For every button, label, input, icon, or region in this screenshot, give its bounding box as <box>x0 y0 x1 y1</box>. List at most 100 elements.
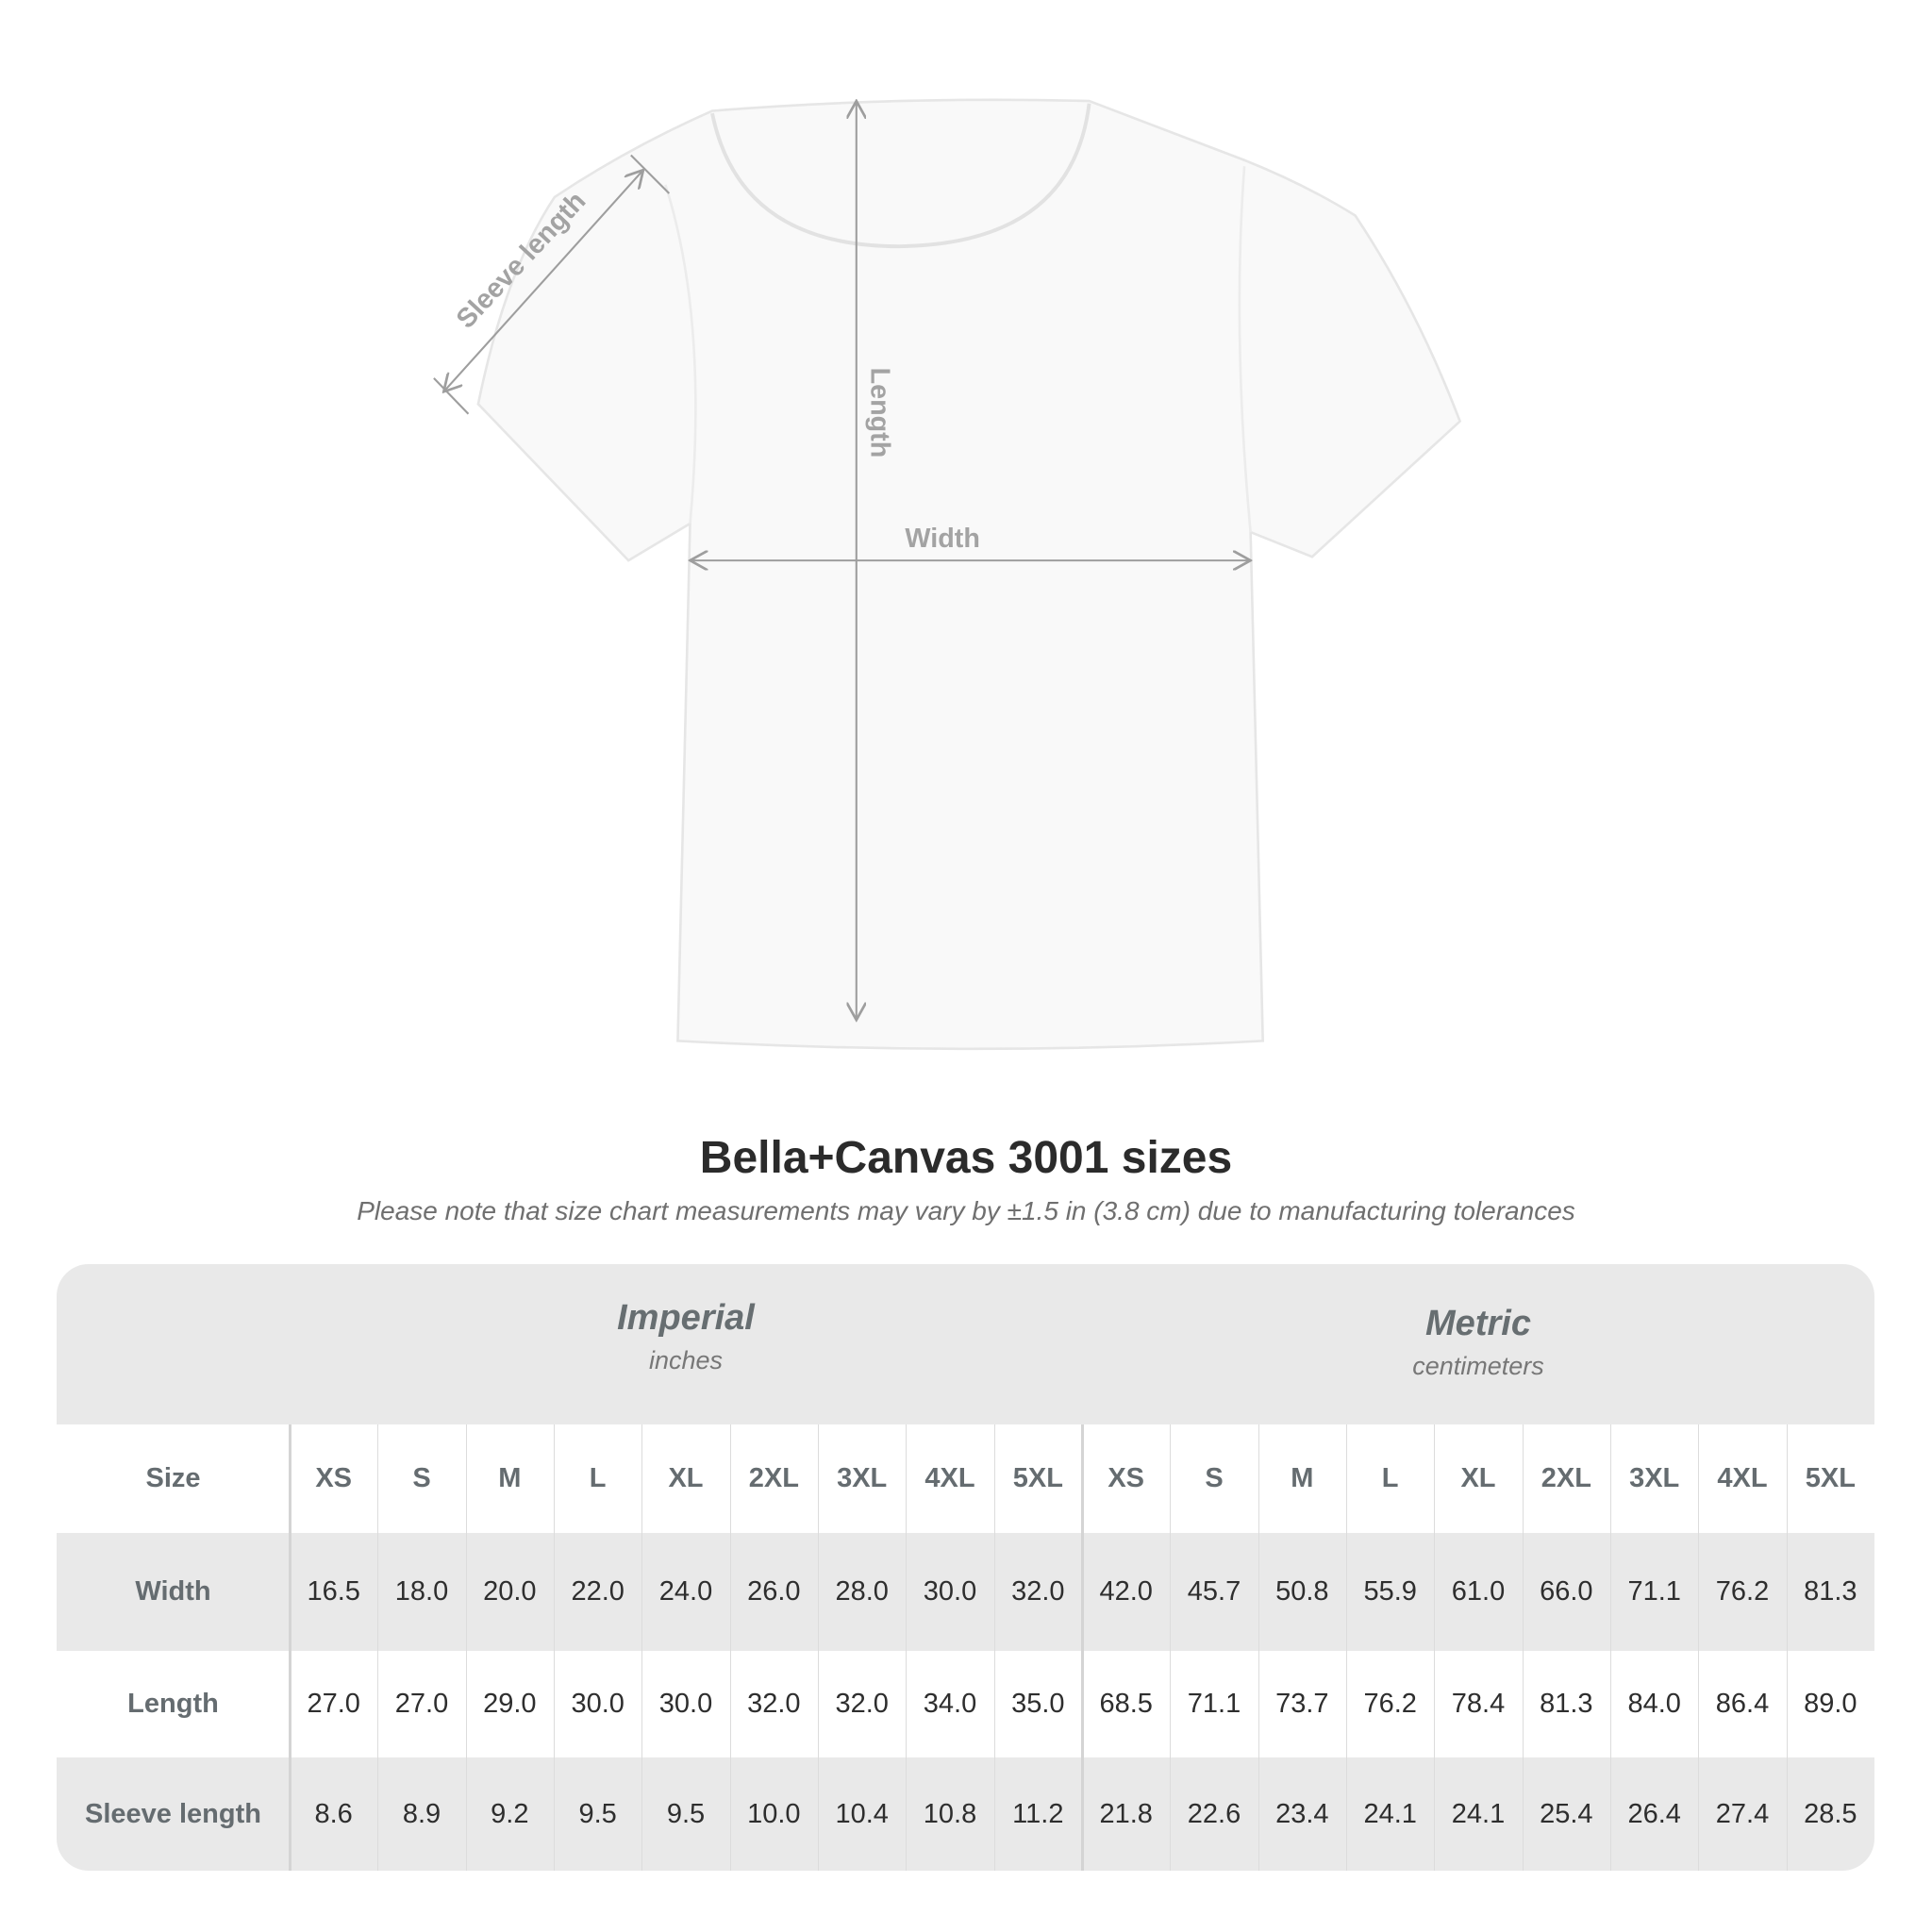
size-header-imperial: S <box>412 1463 431 1493</box>
size-header-label: Size <box>145 1463 201 1493</box>
sleeve-seam-left <box>664 184 697 525</box>
size-header-imperial: 2XL <box>748 1463 799 1493</box>
row-label: Length <box>127 1689 219 1719</box>
sleeve-tick-bottom <box>433 377 470 415</box>
imperial-value-cell: 9.5 <box>578 1798 617 1829</box>
imperial-value-cell: 32.0 <box>1011 1576 1065 1607</box>
column-divider <box>641 1424 643 1871</box>
metric-value-cell: 71.1 <box>1187 1689 1241 1719</box>
sleeve-tick-top <box>630 154 671 194</box>
metric-value-cell: 61.0 <box>1451 1576 1506 1607</box>
imperial-title: Imperial <box>617 1298 755 1338</box>
size-header-metric: M <box>1291 1463 1314 1493</box>
metric-value-cell: 28.5 <box>1804 1798 1857 1829</box>
metric-unit: centimeters <box>1412 1352 1544 1380</box>
column-divider <box>993 1424 995 1871</box>
imperial-unit: inches <box>648 1346 724 1374</box>
imperial-value-cell: 30.0 <box>658 1689 713 1719</box>
size-header-metric: 2XL <box>1541 1463 1591 1493</box>
imperial-value-cell: 10.0 <box>747 1798 801 1829</box>
size-header-metric: L <box>1381 1463 1399 1493</box>
size-header-imperial: XS <box>315 1463 352 1493</box>
imperial-value-cell: 24.0 <box>658 1576 713 1607</box>
metric-value-cell: 23.4 <box>1275 1798 1329 1829</box>
tshirt-shape <box>476 98 1462 1051</box>
column-divider <box>1698 1424 1700 1871</box>
imperial-value-cell: 32.0 <box>747 1689 801 1719</box>
column-divider <box>729 1424 731 1871</box>
imperial-value-cell: 9.5 <box>666 1798 706 1829</box>
imperial-value-cell: 10.4 <box>835 1798 889 1829</box>
metric-value-cell: 76.2 <box>1715 1576 1770 1607</box>
imperial-value-cell: 8.6 <box>314 1798 353 1829</box>
tolerance-note: Please note that size chart measurements… <box>357 1196 1575 1225</box>
metric-value-cell: 55.9 <box>1363 1576 1417 1607</box>
column-divider <box>1786 1424 1788 1871</box>
row-band-width <box>57 1533 1874 1651</box>
column-divider <box>1346 1424 1347 1871</box>
imperial-value-cell: 30.0 <box>571 1689 625 1719</box>
size-header-metric: 4XL <box>1717 1463 1768 1493</box>
size-header-metric: XL <box>1460 1463 1496 1493</box>
row-label: Sleeve length <box>85 1798 261 1829</box>
metric-value-cell: 21.8 <box>1099 1798 1153 1829</box>
size-header-metric: 5XL <box>1805 1463 1856 1493</box>
size-header-metric: 3XL <box>1629 1463 1680 1493</box>
size-header-imperial: 4XL <box>924 1463 975 1493</box>
metric-value-cell: 76.2 <box>1363 1689 1417 1719</box>
imperial-value-cell: 20.0 <box>483 1576 537 1607</box>
metric-value-cell: 50.8 <box>1275 1576 1329 1607</box>
imperial-value-cell: 34.0 <box>923 1689 977 1719</box>
imperial-value-cell: 11.2 <box>1012 1798 1064 1829</box>
metric-value-cell: 66.0 <box>1540 1576 1593 1607</box>
metric-value-cell: 27.4 <box>1715 1798 1770 1829</box>
column-divider <box>1170 1424 1172 1871</box>
length-label: Length <box>864 368 894 458</box>
column-divider <box>1081 1424 1084 1871</box>
imperial-value-cell: 26.0 <box>747 1576 801 1607</box>
size-header-metric: XS <box>1108 1463 1144 1493</box>
size-header-imperial: 5XL <box>1012 1463 1063 1493</box>
metric-value-cell: 24.1 <box>1363 1798 1417 1829</box>
size-header-imperial: M <box>498 1463 522 1493</box>
column-divider <box>289 1424 291 1871</box>
column-divider <box>465 1424 467 1871</box>
imperial-value-cell: 28.0 <box>835 1576 889 1607</box>
column-divider <box>906 1424 908 1871</box>
imperial-value-cell: 8.9 <box>402 1798 441 1829</box>
imperial-value-cell: 29.0 <box>483 1689 537 1719</box>
size-header-metric: S <box>1205 1463 1224 1493</box>
imperial-value-cell: 18.0 <box>394 1576 449 1607</box>
imperial-value-cell: 16.5 <box>307 1576 360 1607</box>
column-divider <box>1257 1424 1259 1871</box>
width-label: Width <box>905 524 979 554</box>
column-divider <box>1434 1424 1436 1871</box>
imperial-value-cell: 32.0 <box>835 1689 889 1719</box>
metric-value-cell: 45.7 <box>1187 1576 1241 1607</box>
metric-value-cell: 86.4 <box>1715 1689 1770 1719</box>
metric-value-cell: 25.4 <box>1540 1798 1593 1829</box>
column-divider <box>1522 1424 1524 1871</box>
sleeve-seam-right <box>1238 166 1252 533</box>
metric-value-cell: 68.5 <box>1099 1689 1153 1719</box>
metric-value-cell: 81.3 <box>1804 1576 1857 1607</box>
metric-value-cell: 73.7 <box>1275 1689 1329 1719</box>
row-label: Width <box>135 1576 211 1607</box>
size-header-imperial: L <box>589 1463 607 1493</box>
imperial-value-cell: 27.0 <box>394 1689 449 1719</box>
metric-value-cell: 78.4 <box>1451 1689 1506 1719</box>
size-header-imperial: 3XL <box>837 1463 888 1493</box>
column-divider <box>818 1424 819 1871</box>
header-band <box>57 1264 1874 1424</box>
imperial-value-cell: 27.0 <box>307 1689 360 1719</box>
neckline <box>710 103 1091 249</box>
metric-value-cell: 81.3 <box>1540 1689 1593 1719</box>
row-band-sleeve <box>57 1757 1874 1871</box>
metric-value-cell: 89.0 <box>1804 1689 1857 1719</box>
tshirt-diagram: Sleeve length Length Width <box>433 98 1462 1051</box>
imperial-value-cell: 22.0 <box>571 1576 625 1607</box>
metric-value-cell: 24.1 <box>1451 1798 1506 1829</box>
imperial-value-cell: 9.2 <box>491 1798 529 1829</box>
metric-value-cell: 22.6 <box>1187 1798 1241 1829</box>
metric-value-cell: 71.1 <box>1627 1576 1681 1607</box>
